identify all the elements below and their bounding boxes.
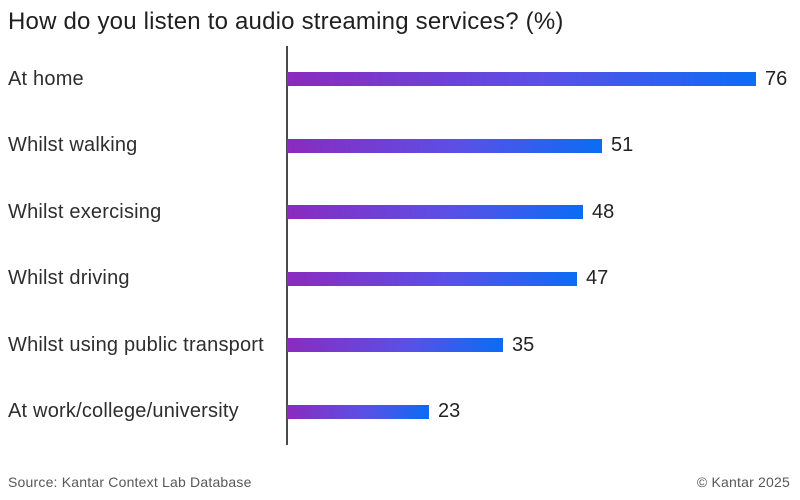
bar xyxy=(287,205,583,220)
bar xyxy=(287,72,756,87)
category-label: Whilst walking xyxy=(8,134,138,157)
value-label: 76 xyxy=(765,67,788,90)
category-label: Whilst using public transport xyxy=(8,333,264,356)
bar xyxy=(287,404,429,419)
category-label: Whilst exercising xyxy=(8,200,162,223)
category-label: At home xyxy=(8,67,84,90)
value-label: 23 xyxy=(438,400,461,423)
bar xyxy=(287,271,577,286)
category-label: Whilst driving xyxy=(8,267,130,290)
value-label: 51 xyxy=(611,134,634,157)
bar-row-work-college-university: At work/college/university 23 xyxy=(0,379,800,446)
bar-row-at-home: At home 76 xyxy=(0,46,800,113)
footer-source: Source: Kantar Context Lab Database xyxy=(8,474,252,490)
value-label: 48 xyxy=(592,200,615,223)
chart-title: How do you listen to audio streaming ser… xyxy=(8,8,564,35)
bar xyxy=(287,338,503,353)
bar-row-whilst-driving: Whilst driving 47 xyxy=(0,246,800,313)
bar xyxy=(287,138,602,153)
bar-row-public-transport: Whilst using public transport 35 xyxy=(0,312,800,379)
plot-area: At home 76 Whilst walking 51 Whilst exer… xyxy=(0,46,800,445)
value-label: 35 xyxy=(512,333,535,356)
bar-rows: At home 76 Whilst walking 51 Whilst exer… xyxy=(0,46,800,445)
bar-row-whilst-exercising: Whilst exercising 48 xyxy=(0,179,800,246)
footer: Source: Kantar Context Lab Database © Ka… xyxy=(0,474,800,490)
footer-copyright: © Kantar 2025 xyxy=(696,474,790,490)
bar-row-whilst-walking: Whilst walking 51 xyxy=(0,113,800,180)
category-label: At work/college/university xyxy=(8,400,239,423)
value-label: 47 xyxy=(586,267,609,290)
y-axis-baseline xyxy=(286,46,288,445)
